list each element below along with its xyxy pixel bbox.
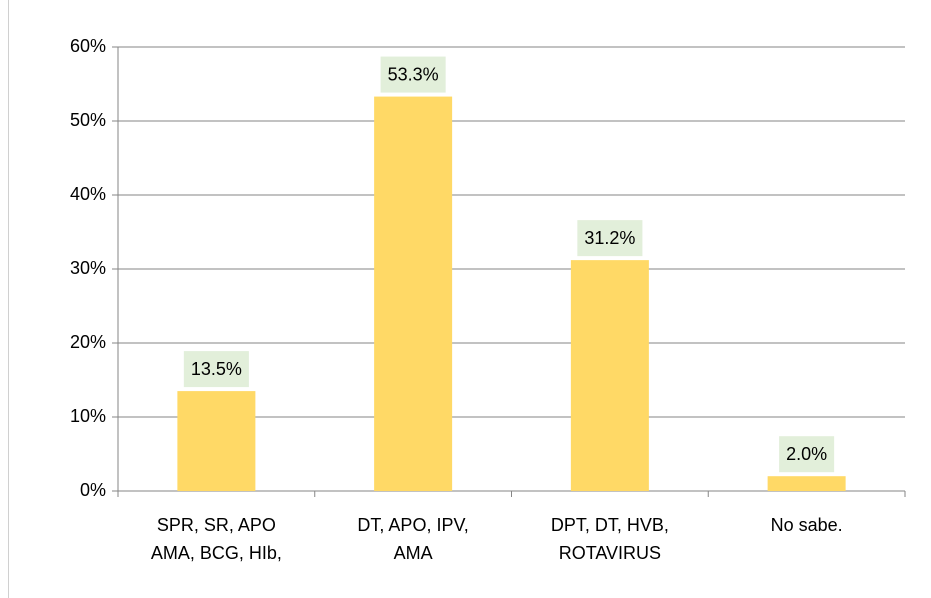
bar xyxy=(570,260,649,491)
bar xyxy=(374,96,453,491)
data-label: 2.0% xyxy=(786,444,827,464)
y-tick-label: 40% xyxy=(70,184,106,204)
data-label: 13.5% xyxy=(191,359,242,379)
bar xyxy=(767,476,846,491)
data-label: 31.2% xyxy=(584,228,635,248)
y-tick-label: 60% xyxy=(70,36,106,56)
y-tick-label: 10% xyxy=(70,406,106,426)
x-tick-label: No sabe. xyxy=(770,515,843,535)
x-tick-label: SPR, SR, APO AMA, BCG, HIb, xyxy=(150,515,282,563)
x-tick-label: DT, APO, IPV, AMA xyxy=(357,515,469,563)
y-tick-label: 30% xyxy=(70,258,106,278)
data-label: 53.3% xyxy=(388,64,439,84)
data-label-bg xyxy=(577,220,643,257)
data-label-bg xyxy=(183,351,249,388)
y-tick-label: 50% xyxy=(70,110,106,130)
data-label-bg xyxy=(380,56,446,93)
data-label-bg xyxy=(779,436,835,473)
x-tick-label: DPT, DT, HVB, ROTAVIRUS xyxy=(550,515,669,563)
y-tick-label: 0% xyxy=(80,480,106,500)
y-tick-label: 20% xyxy=(70,332,106,352)
bar xyxy=(177,391,256,491)
